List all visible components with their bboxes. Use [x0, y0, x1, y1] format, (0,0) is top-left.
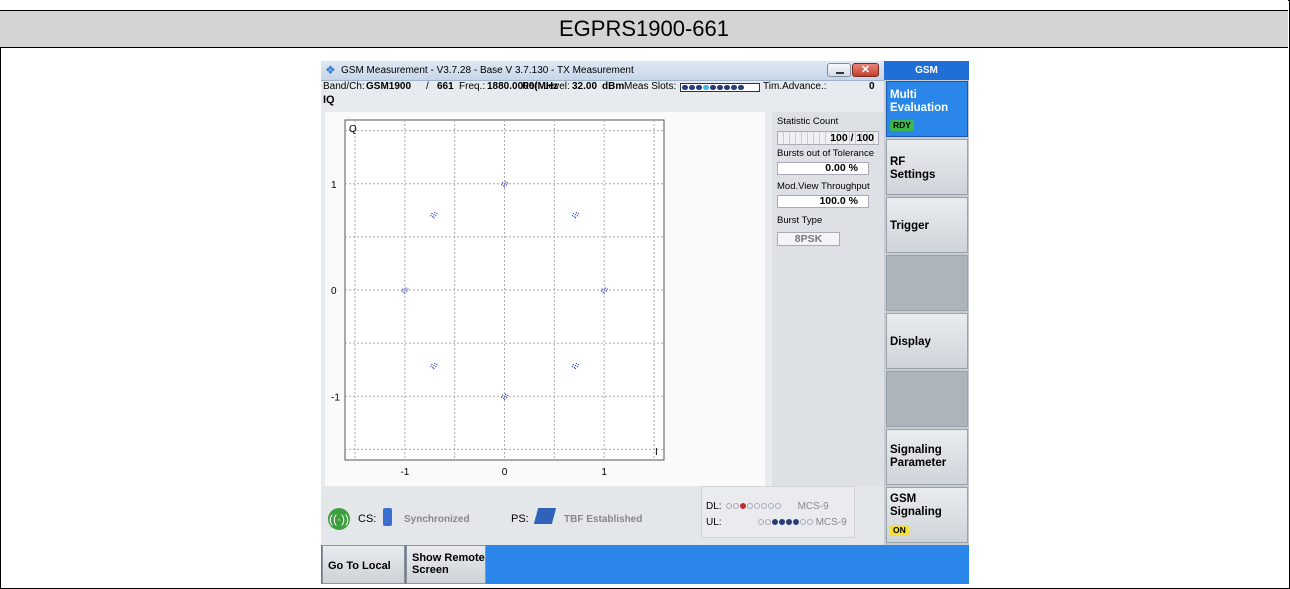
burst-type-value: 8PSK	[777, 232, 840, 246]
phone-icon	[383, 508, 392, 526]
ul-label: UL:	[706, 517, 722, 528]
x-tick-label: -1	[400, 467, 409, 478]
display-label: Display	[890, 336, 931, 348]
constellation-point	[430, 212, 438, 219]
y-tick-label: 0	[331, 286, 337, 297]
trigger-softkey[interactable]: Trigger	[886, 197, 968, 253]
throughput-value: 100.0 %	[777, 195, 869, 208]
window-title: GSM Measurement - V3.7.28 - Base V 3.7.1…	[341, 65, 634, 76]
instrument-screenshot: ❖ GSM Measurement - V3.7.28 - Base V 3.7…	[321, 61, 969, 584]
iq-constellation-plot: Q I 1 0 -1 -1 0 1	[325, 112, 765, 486]
q-axis-corner: Q	[349, 124, 357, 135]
freq-label: Freq.:	[459, 81, 486, 92]
on-badge: ON	[890, 525, 909, 536]
ps-label: PS:	[511, 513, 529, 525]
statistic-count-value: 100 / 100	[830, 132, 874, 144]
top-strip	[0, 0, 1288, 11]
softkey-header: GSM	[884, 61, 969, 80]
channel-value: 661	[437, 81, 454, 92]
sig-line1: Signaling	[890, 444, 942, 456]
dl-mcs: MCS-9	[797, 501, 829, 512]
statistic-count-box: 100 / 100	[777, 131, 879, 145]
multi-line2: Evaluation	[890, 102, 949, 114]
show-remote-screen-button[interactable]: Show Remote Screen	[406, 545, 486, 584]
iq-svg: Q I 1 0 -1 -1 0 1	[331, 119, 665, 478]
multi-line1: Multi	[890, 89, 917, 101]
dl-ul-panel: DL: MCS-9 UL: MCS-9	[701, 486, 855, 538]
close-button[interactable]: ✕	[852, 63, 879, 77]
ul-mcs: MCS-9	[815, 517, 847, 528]
multi-evaluation-softkey[interactable]: Multi Evaluation RDY	[886, 81, 968, 137]
constellation-point	[501, 181, 509, 188]
constellation-point	[571, 212, 579, 219]
ps-state: TBF Established	[564, 514, 643, 525]
ps-data-icon	[533, 508, 557, 524]
rf-line2: Settings	[890, 169, 936, 181]
sig-line2: Parameter	[890, 457, 947, 469]
channel-separator: /	[426, 81, 429, 92]
constellation-point	[401, 287, 409, 294]
burst-type-label: Burst Type	[777, 215, 823, 226]
band-label: Band/Ch:	[323, 81, 365, 92]
y-tick-label: 1	[331, 180, 337, 191]
dl-label: DL:	[706, 501, 722, 512]
rf-settings-softkey[interactable]: RF Settings	[886, 139, 968, 195]
minimize-button[interactable]	[827, 63, 851, 77]
ul-row: UL: MCS-9	[706, 517, 847, 528]
gsmsig-line1: GSM	[890, 493, 917, 505]
x-tick-label: 1	[601, 467, 607, 478]
dl-row: DL: MCS-9	[706, 501, 829, 512]
gsmsig-line2: Signaling	[890, 506, 942, 518]
results-panel: Statistic Count 100 / 100 Bursts out of …	[772, 112, 884, 486]
freq-value: 1880.0000(MHz	[487, 81, 559, 92]
status-bar: ((·)) CS: Synchronized PS: TBF Establish…	[321, 486, 884, 545]
rdy-badge: RDY	[890, 120, 914, 131]
dl-slot-dots	[725, 501, 782, 512]
constellation-point	[430, 362, 438, 370]
tolerance-value: 0.00 %	[777, 162, 869, 175]
info-bar-values	[321, 81, 884, 94]
constellation-point	[571, 362, 579, 370]
info-bar: Band/Ch: GSM1900 / 661 Freq.: 1880.0000(…	[321, 81, 884, 94]
ref-level-label: Ref. Level:	[522, 81, 570, 92]
rf-line1: RF	[890, 156, 906, 168]
empty-softkey-2	[886, 371, 968, 427]
meas-slots-indicator	[680, 83, 760, 92]
cs-label: CS:	[358, 513, 377, 525]
view-label: IQ	[323, 94, 335, 106]
empty-softkey-1	[886, 255, 968, 311]
tolerance-label: Bursts out of Tolerance	[777, 148, 874, 159]
constellation-point	[501, 393, 509, 400]
ul-slot-dots	[757, 517, 814, 528]
display-softkey[interactable]: Display	[886, 313, 968, 369]
softkey-panel: GSM Multi Evaluation RDY RF Settings Tri…	[884, 61, 969, 545]
app-icon: ❖	[325, 63, 336, 77]
trigger-label: Trigger	[890, 220, 929, 232]
go-local-label: Go To Local	[328, 560, 391, 572]
statistic-count-label: Statistic Count	[777, 116, 839, 127]
measurement-window: ❖ GSM Measurement - V3.7.28 - Base V 3.7…	[321, 61, 884, 545]
signaling-parameter-softkey[interactable]: Signaling Parameter	[886, 429, 968, 485]
x-tick-label: 0	[502, 467, 508, 478]
i-axis-corner: I	[655, 447, 658, 458]
gsm-signaling-softkey[interactable]: GSM Signaling ON	[886, 487, 968, 543]
band-value: GSM1900	[366, 81, 412, 92]
show-remote-line1: Show Remote	[412, 552, 485, 564]
y-tick-label: -1	[331, 392, 340, 403]
show-remote-line2: Screen	[412, 564, 449, 576]
throughput-label: Mod.View Throughput	[777, 181, 870, 192]
constellation-point	[600, 287, 608, 294]
cs-state: Synchronized	[404, 514, 470, 525]
figure-caption: EGPRS1900-661	[0, 11, 1288, 48]
go-to-local-button[interactable]: Go To Local	[322, 545, 405, 584]
antenna-icon: ((·))	[328, 508, 350, 530]
bottom-hotkey-bar: Go To Local Show Remote Screen	[321, 545, 969, 584]
window-titlebar[interactable]: ❖ GSM Measurement - V3.7.28 - Base V 3.7…	[321, 61, 884, 81]
